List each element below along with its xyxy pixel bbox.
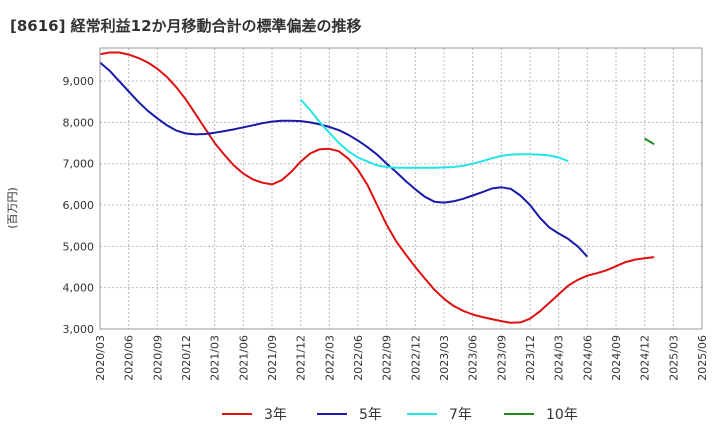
x-tick-label: 2020/12 [180,335,193,381]
series-line [644,137,655,146]
y-tick-label: 8,000 [63,116,95,129]
series-line [99,51,655,324]
grid [99,48,703,330]
x-tick-label: 2020/06 [123,335,136,381]
x-tick-label: 2023/12 [524,335,537,381]
x-tick-label: 2024/12 [639,335,652,381]
x-tick-label: 2023/09 [495,335,508,381]
legend-entry: 10年 [546,407,578,423]
series-line [299,99,569,169]
x-tick-label: 2024/06 [581,335,594,381]
y-tick-label: 9,000 [63,75,95,88]
legend-entry: 5年 [359,407,382,423]
x-tick-label: 2022/03 [323,335,336,381]
x-axis-ticks: 2020/03 2020/06 2020/09 2020/12 2021/03 2021/… [94,335,709,381]
x-tick-label: 2024/03 [553,335,566,381]
x-tick-label: 2024/09 [610,335,623,381]
x-tick-label: 2022/09 [381,335,394,381]
y-tick-label: 3,000 [63,323,95,336]
x-tick-label: 2023/06 [467,335,480,381]
x-tick-label: 2020/03 [94,335,107,381]
x-tick-label: 2022/06 [352,335,365,381]
plot-frame [99,47,703,330]
legend-entry: 7年 [449,407,472,423]
x-tick-label: 2021/09 [266,335,279,381]
chart-title: [8616] 経常利益12か月移動合計の標準偏差の推移 [10,17,362,35]
x-tick-label: 2025/03 [667,335,680,381]
x-tick-label: 2023/03 [438,335,451,381]
x-tick-label: 2021/03 [209,335,222,381]
x-tick-label: 2020/09 [151,335,164,381]
y-axis-label: (百万円) [6,187,19,229]
x-tick-label: 2022/12 [409,335,422,381]
y-axis-ticks: 3,000 4,000 5,000 6,000 7,000 8,000 9,000 [63,75,95,336]
series-line [99,61,589,258]
x-tick-label: 2025/06 [696,335,709,381]
y-tick-label: 6,000 [63,199,95,212]
series-lines [99,51,655,324]
legend-entry: 3年 [264,407,287,423]
x-tick-label: 2021/06 [237,335,250,381]
x-tick-label: 2021/12 [295,335,308,381]
legend: 3年 5年 7年 10年 [222,407,578,423]
y-tick-label: 7,000 [63,158,95,171]
y-tick-label: 4,000 [63,282,95,295]
y-tick-label: 5,000 [63,240,95,253]
